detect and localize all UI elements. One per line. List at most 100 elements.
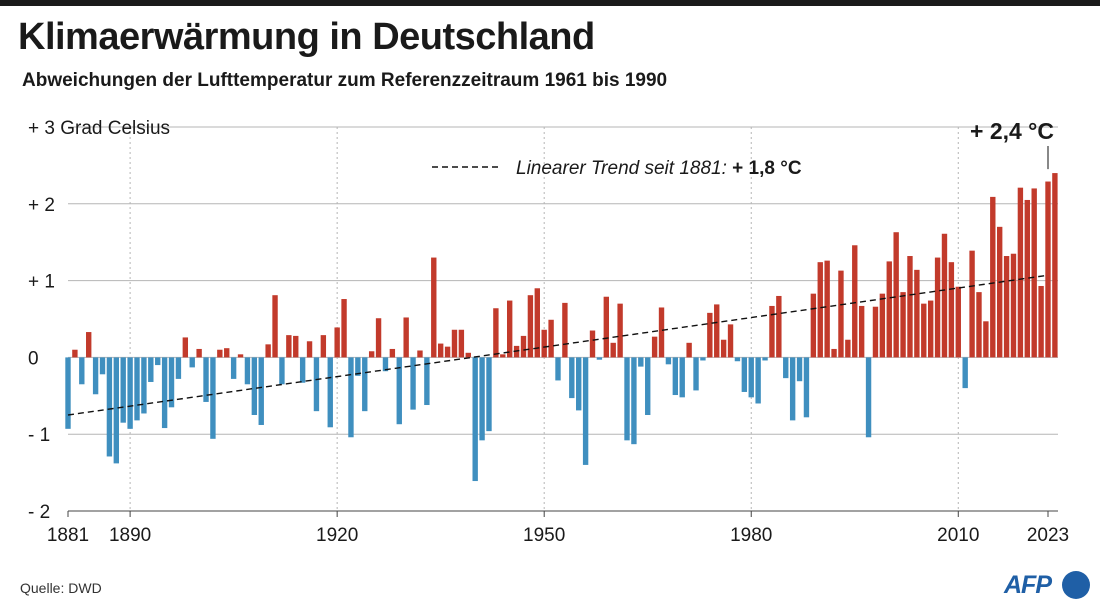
bar-1890 <box>127 357 133 429</box>
bar-1950 <box>541 329 547 358</box>
bar-2004 <box>914 269 920 358</box>
trend-legend-label: Linearer Trend seit 1881: + 1,8 °C <box>516 158 802 179</box>
chart-subtitle: Abweichungen der Lufttemperatur zum Refe… <box>22 70 668 91</box>
bar-2023 <box>1045 181 1051 358</box>
trend: Linearer Trend seit 1881: + 1,8 °C + 2,4 … <box>67 118 1054 416</box>
bar-1993 <box>838 270 844 358</box>
bar-1942 <box>486 357 492 432</box>
y-tick-label: + 3 Grad Celsius <box>28 118 170 139</box>
bar-1961 <box>617 303 623 358</box>
source-note: Quelle: DWD <box>20 580 102 596</box>
bar-1938 <box>458 329 465 358</box>
bar-1937 <box>451 329 458 358</box>
bar-1915 <box>299 357 306 383</box>
bar-1988 <box>803 357 810 418</box>
bar-1904 <box>224 348 230 358</box>
chart-title: Klimaerwärmung in Deutschland <box>18 16 595 58</box>
bar-1933 <box>424 357 430 406</box>
bar-2003 <box>907 256 913 358</box>
bar-1974 <box>707 312 713 358</box>
bar-2013 <box>976 292 982 358</box>
trend-line <box>67 274 1049 416</box>
bar-1897 <box>175 357 182 379</box>
bar-1936 <box>444 346 451 358</box>
bar-1895 <box>161 357 168 429</box>
bar-1939 <box>465 352 471 358</box>
bar-1954 <box>569 357 575 399</box>
bar-1910 <box>265 344 271 358</box>
bar-1994 <box>845 339 851 358</box>
bar-1943 <box>493 308 499 358</box>
bar-1979 <box>741 357 748 392</box>
bar-1995 <box>852 245 858 358</box>
bar-2022 <box>1038 285 1044 358</box>
bar-2002 <box>900 292 906 358</box>
bar-1882 <box>72 349 78 358</box>
bar-1980 <box>748 357 754 398</box>
trend-legend-value: + 1,8 °C <box>732 158 802 179</box>
bar-2006 <box>927 300 934 358</box>
bar-1987 <box>796 357 803 382</box>
bar-1969 <box>672 357 679 396</box>
bar-1919 <box>327 357 333 428</box>
bar-1909 <box>258 357 264 425</box>
y-tick-label: + 2 <box>28 195 55 216</box>
x-tick-label: 2023 <box>1027 525 1069 546</box>
bar-1956 <box>582 357 589 465</box>
bar-1996 <box>858 305 865 358</box>
afp-logo-dot <box>1062 571 1090 599</box>
bar-1990 <box>817 262 823 358</box>
bar-2015 <box>990 196 996 358</box>
bar-1965 <box>645 357 651 415</box>
bar-1934 <box>431 257 437 358</box>
bar-1948 <box>527 295 534 358</box>
y-tick-label: - 1 <box>28 425 50 446</box>
x-tick-label: 1881 <box>47 525 89 546</box>
bar-1972 <box>693 357 699 391</box>
bar-1940 <box>472 357 478 482</box>
bar-1944 <box>500 354 506 358</box>
bar-1958 <box>596 357 603 360</box>
bar-1991 <box>824 260 830 358</box>
bar-1885 <box>92 357 99 395</box>
bar-1907 <box>244 357 251 385</box>
bar-1989 <box>810 293 817 358</box>
bar-1924 <box>362 357 368 412</box>
bar-1894 <box>155 357 161 366</box>
bar-1964 <box>638 357 644 367</box>
bar-1888 <box>113 357 120 464</box>
bar-1925 <box>368 351 375 358</box>
bar-1986 <box>789 357 796 421</box>
bar-2007 <box>934 257 941 358</box>
bar-1966 <box>651 336 658 358</box>
bar-2001 <box>893 232 899 358</box>
bar-1978 <box>734 357 741 362</box>
bar-2021 <box>1031 188 1037 358</box>
bar-1981 <box>755 357 761 404</box>
bar-1967 <box>658 307 665 358</box>
bar-2018 <box>1010 253 1017 358</box>
bar-1923 <box>355 357 361 376</box>
callout-label: + 2,4 °C <box>970 118 1054 144</box>
bar-1930 <box>403 317 409 358</box>
top-rule <box>0 0 1100 6</box>
bar-2005 <box>921 303 927 358</box>
bar-1887 <box>106 357 113 457</box>
bar-1900 <box>196 348 202 358</box>
bar-2008 <box>941 233 948 358</box>
bar-1911 <box>272 295 278 358</box>
bar-2010 <box>955 286 961 358</box>
bar-2014 <box>983 321 989 358</box>
bar-2019 <box>1017 187 1024 358</box>
bar-1889 <box>120 357 126 423</box>
bar-1935 <box>437 343 444 358</box>
bar-1949 <box>534 288 540 358</box>
bar-1916 <box>306 341 313 358</box>
bar-1957 <box>589 330 596 358</box>
bar-1883 <box>79 357 85 385</box>
bar-1918 <box>320 335 327 358</box>
bar-1902 <box>210 357 216 439</box>
y-tick-label: + 1 <box>28 272 55 293</box>
bar-1941 <box>479 357 485 441</box>
